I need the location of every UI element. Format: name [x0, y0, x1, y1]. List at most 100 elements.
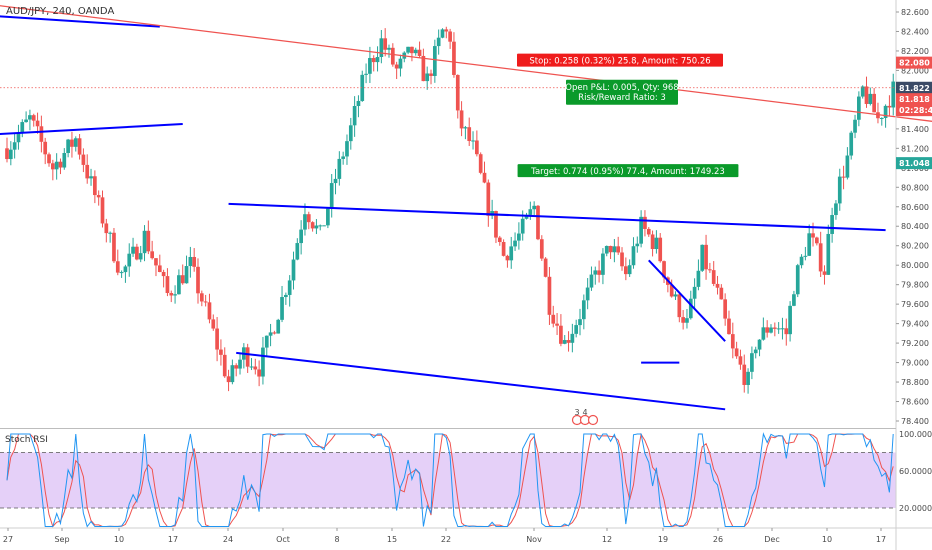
candle-body[interactable] — [620, 252, 624, 267]
candle-body[interactable] — [643, 216, 647, 229]
candle-body[interactable] — [463, 127, 468, 129]
candle-body[interactable] — [261, 347, 265, 377]
candle-body[interactable] — [425, 73, 430, 82]
candle-body[interactable] — [452, 41, 456, 75]
candle-body[interactable] — [104, 223, 109, 234]
candle-body[interactable] — [188, 256, 193, 267]
candle-body[interactable] — [700, 244, 705, 271]
candle-body[interactable] — [601, 253, 605, 275]
candle-body[interactable] — [440, 29, 445, 38]
candle-body[interactable] — [138, 253, 143, 260]
candle-body[interactable] — [169, 293, 174, 296]
candle-body[interactable] — [604, 245, 609, 254]
candle-body[interactable] — [532, 205, 537, 210]
candle-body[interactable] — [704, 244, 708, 270]
candle-body[interactable] — [62, 153, 67, 168]
candle-body[interactable] — [24, 119, 28, 123]
candle-body[interactable] — [578, 319, 582, 326]
candle-body[interactable] — [429, 73, 433, 76]
candle-body[interactable] — [715, 283, 720, 288]
stoch-rsi-pane[interactable] — [0, 432, 896, 528]
candle-body[interactable] — [486, 182, 491, 216]
candle-body[interactable] — [222, 354, 227, 377]
candle-body[interactable] — [39, 126, 44, 142]
candle-body[interactable] — [375, 56, 380, 63]
candle-body[interactable] — [616, 246, 621, 253]
candle-body[interactable] — [12, 142, 17, 150]
candle-body[interactable] — [127, 253, 132, 267]
candle-body[interactable] — [692, 286, 697, 299]
candle-body[interactable] — [792, 294, 796, 306]
candle-body[interactable] — [413, 49, 418, 54]
candle-body[interactable] — [356, 100, 361, 107]
candle-body[interactable] — [70, 139, 74, 147]
candle-body[interactable] — [371, 58, 376, 63]
candle-body[interactable] — [723, 299, 728, 319]
candle-body[interactable] — [253, 366, 258, 370]
candle-body[interactable] — [421, 55, 426, 82]
candle-body[interactable] — [314, 225, 319, 229]
stoch-k-line[interactable] — [6, 432, 894, 528]
candle-body[interactable] — [688, 298, 693, 319]
candle-body[interactable] — [364, 73, 368, 75]
candle-body[interactable] — [501, 242, 506, 256]
candle-body[interactable] — [849, 132, 854, 156]
candle-body[interactable] — [383, 38, 388, 50]
candle-body[interactable] — [89, 176, 93, 179]
candle-body[interactable] — [368, 58, 372, 74]
candle-body[interactable] — [879, 117, 884, 119]
candle-body[interactable] — [547, 276, 552, 315]
candle-body[interactable] — [16, 132, 21, 143]
candle-body[interactable] — [784, 328, 789, 335]
candle-body[interactable] — [517, 233, 521, 241]
candle-body[interactable] — [780, 328, 785, 330]
candle-body[interactable] — [623, 266, 628, 275]
candle-body[interactable] — [769, 327, 773, 333]
candle-body[interactable] — [887, 105, 892, 108]
price-pane[interactable]: Stop: 0.258 (0.32%) 25.8, Amount: 750.26… — [0, 0, 932, 426]
candle-body[interactable] — [161, 271, 166, 277]
candle-body[interactable] — [184, 266, 189, 284]
candle-body[interactable] — [559, 325, 563, 344]
candle-body[interactable] — [646, 228, 651, 235]
candle-body[interactable] — [528, 209, 533, 215]
candle-body[interactable] — [562, 340, 567, 344]
candle-body[interactable] — [379, 38, 384, 57]
candle-body[interactable] — [555, 323, 559, 326]
candle-body[interactable] — [329, 183, 334, 209]
event-marker-icon[interactable] — [587, 414, 599, 426]
candle-body[interactable] — [566, 340, 571, 343]
candle-body[interactable] — [322, 225, 326, 227]
candle-body[interactable] — [276, 319, 281, 334]
candle-body[interactable] — [234, 365, 239, 369]
candle-body[interactable] — [100, 197, 105, 224]
candle-body[interactable] — [757, 339, 762, 350]
candle-body[interactable] — [157, 265, 162, 272]
candle-body[interactable] — [593, 270, 598, 275]
candle-body[interactable] — [826, 233, 831, 275]
candle-body[interactable] — [482, 172, 487, 183]
candle-body[interactable] — [337, 158, 342, 179]
candle-body[interactable] — [795, 265, 800, 295]
candle-body[interactable] — [303, 214, 307, 230]
candle-body[interactable] — [494, 211, 498, 238]
candle-body[interactable] — [727, 318, 731, 335]
candle-body[interactable] — [685, 318, 689, 323]
candle-body[interactable] — [669, 284, 674, 297]
candle-body[interactable] — [295, 243, 300, 260]
blue-trendline[interactable] — [648, 259, 726, 342]
candle-body[interactable] — [864, 86, 869, 104]
candle-body[interactable] — [299, 229, 303, 244]
candle-body[interactable] — [238, 359, 242, 369]
stop-label-box[interactable] — [517, 53, 723, 67]
candle-body[interactable] — [753, 349, 758, 354]
candle-body[interactable] — [761, 327, 766, 340]
candle-body[interactable] — [673, 294, 678, 297]
candle-body[interactable] — [417, 49, 422, 56]
candle-body[interactable] — [135, 246, 139, 260]
candle-body[interactable] — [814, 237, 819, 244]
candle-body[interactable] — [20, 122, 25, 133]
candle-body[interactable] — [165, 276, 170, 294]
candle-body[interactable] — [47, 154, 51, 164]
candle-body[interactable] — [108, 232, 112, 234]
